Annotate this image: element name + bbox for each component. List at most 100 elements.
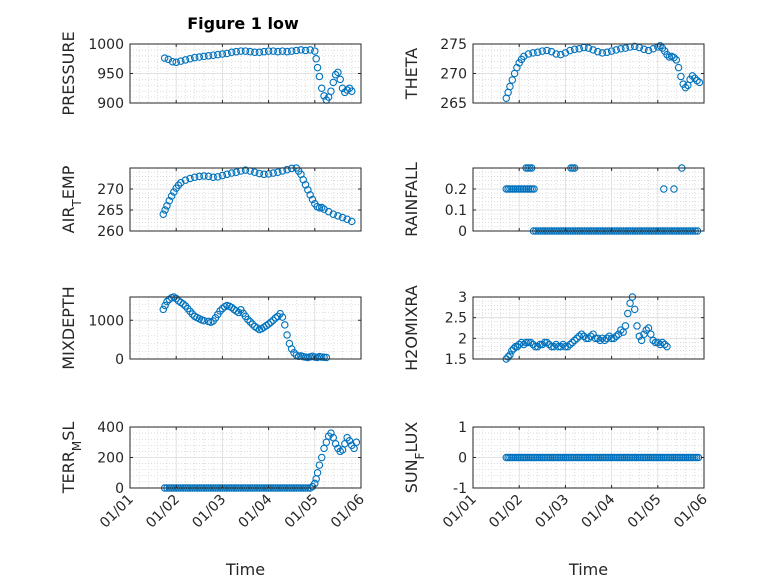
data-point (297, 46, 305, 54)
y-tick-label: 270 (440, 67, 467, 83)
data-point (237, 47, 245, 55)
data-point (232, 47, 241, 56)
data-point (168, 57, 177, 66)
y-tick-label: 265 (97, 203, 124, 219)
y-tick-label: 3 (458, 290, 467, 306)
data-point (352, 438, 361, 446)
figure-title: Figure 1 low (187, 14, 299, 33)
data-point (327, 87, 335, 95)
data-point (568, 338, 577, 347)
data-point (322, 353, 331, 362)
data-point (336, 75, 344, 84)
data-point (159, 305, 168, 314)
y-tick-label: 275 (440, 37, 467, 53)
data-point (186, 174, 194, 183)
data-point (278, 313, 287, 321)
x-tick-label: 01/05 (625, 492, 665, 532)
x-tick-label: 01/01 (440, 492, 480, 532)
y-tick-label: 260 (97, 224, 124, 240)
x-tick-label: 01/04 (236, 491, 276, 531)
data-point (264, 320, 273, 328)
data-point (281, 321, 289, 329)
data-point (663, 342, 671, 351)
series-markers (160, 46, 356, 104)
data-point (584, 44, 593, 52)
data-point (218, 171, 227, 180)
subplot-3: 260 265 270 AIRTEMP (59, 164, 362, 240)
plot-area (130, 168, 361, 231)
data-point (164, 55, 173, 64)
data-point (209, 173, 217, 181)
data-point (334, 68, 342, 77)
data-point (313, 63, 322, 72)
data-point (329, 210, 338, 218)
data-point (593, 47, 602, 56)
x-tick-label: 01/03 (532, 492, 572, 532)
data-point (688, 72, 697, 80)
y-axis-label: H2OMIXRA (402, 285, 421, 371)
data-point (524, 50, 533, 58)
data-point (600, 336, 609, 345)
data-point (338, 213, 347, 222)
data-point (621, 322, 630, 330)
data-point (227, 48, 236, 57)
series-markers (502, 453, 703, 462)
y-axis-label: PRESSURE (59, 31, 78, 115)
data-point (660, 185, 668, 193)
data-point (614, 330, 623, 338)
y-tick-label: 1 (458, 420, 467, 436)
data-point (161, 301, 169, 310)
data-point (227, 303, 236, 312)
axes-box (129, 167, 362, 232)
data-point (331, 440, 340, 448)
data-point (656, 340, 664, 349)
data-point (654, 338, 662, 347)
y-tick-label: 0 (458, 451, 467, 467)
plot-area (473, 297, 704, 359)
data-point (306, 191, 314, 199)
axes-box (129, 296, 362, 360)
data-point (320, 92, 328, 100)
data-point (526, 338, 535, 347)
y-axis-label: AIRTEMP (59, 165, 84, 233)
data-point (617, 326, 625, 334)
y-tick-label: 2 (458, 331, 467, 347)
data-point (508, 346, 516, 355)
data-point (241, 47, 250, 55)
data-point (260, 47, 268, 56)
y-tick-label: 200 (97, 451, 124, 467)
data-point (513, 342, 522, 351)
data-point (160, 54, 169, 62)
data-point (640, 45, 648, 54)
data-point (327, 429, 335, 437)
y-tick-label: 1000 (88, 37, 124, 53)
data-point (246, 318, 254, 326)
data-point (573, 334, 581, 343)
data-point (691, 74, 699, 82)
data-point (250, 168, 259, 176)
data-point (246, 47, 254, 56)
data-point (317, 453, 326, 462)
data-point (218, 50, 227, 58)
data-point (317, 353, 326, 361)
data-point (283, 331, 291, 339)
data-point (317, 203, 326, 212)
y-tick-label: 2.5 (445, 311, 467, 327)
data-point (181, 56, 190, 64)
data-point (283, 47, 291, 56)
data-point (269, 47, 277, 55)
data-point (515, 340, 523, 349)
data-point (177, 57, 185, 65)
data-point (315, 72, 324, 81)
y-axis-label: TERRMSL (59, 422, 84, 495)
data-point (672, 56, 681, 64)
y-tick-label: 270 (97, 182, 124, 198)
axes-box (472, 167, 705, 232)
data-point (520, 52, 528, 61)
data-point (536, 340, 544, 349)
data-point (658, 338, 667, 347)
x-tick-label: 01/04 (579, 491, 619, 531)
data-point (167, 192, 176, 200)
